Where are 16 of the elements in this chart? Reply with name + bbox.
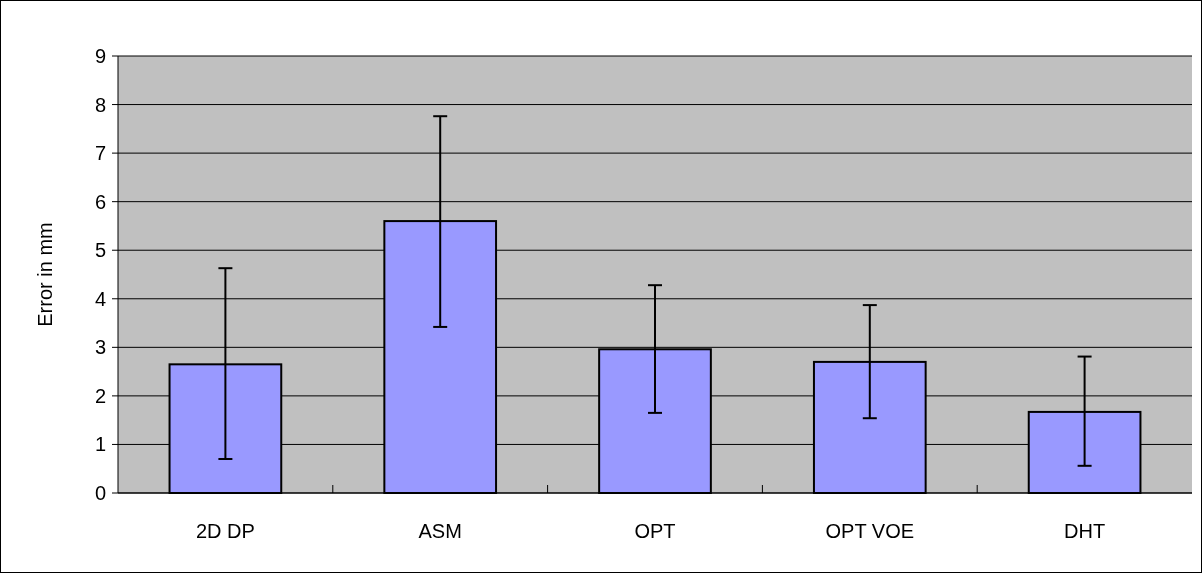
y-tick-label: 6 [94,190,106,213]
y-tick-label: 3 [94,336,106,359]
y-tick-label: 1 [94,433,106,456]
y-axis-title: Error in mm [34,222,56,327]
x-tick-label: OPT VOE [825,520,915,542]
y-tick-label: 4 [94,287,106,310]
x-tick-label: 2D DP [195,520,255,542]
y-tick-label: 0 [94,482,106,504]
y-tick-label: 5 [94,239,106,262]
y-tick-label: 8 [94,93,106,116]
x-tick-label: DHT [1064,520,1106,542]
y-tick-label: 7 [94,142,106,165]
y-tick-label: 9 [94,45,106,67]
x-tick-label: OPT [634,520,676,542]
x-tick-label: ASM [418,520,462,542]
y-tick-label: 2 [94,384,106,407]
